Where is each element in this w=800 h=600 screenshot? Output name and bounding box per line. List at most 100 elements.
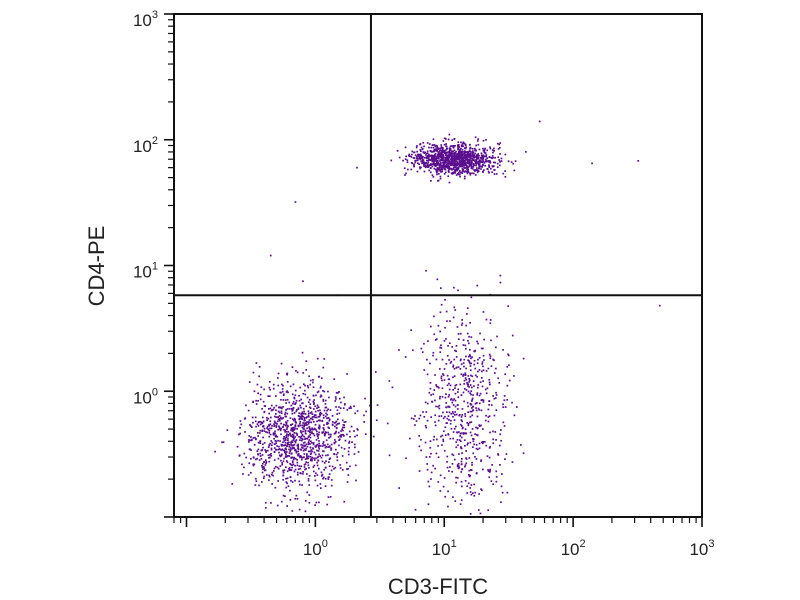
data-point (287, 439, 289, 442)
data-point (478, 163, 480, 166)
data-point (506, 366, 509, 368)
data-point (263, 410, 266, 413)
data-point (302, 372, 305, 374)
data-point (450, 360, 453, 363)
data-point (261, 430, 263, 432)
data-point (488, 164, 490, 166)
data-point (290, 444, 293, 447)
data-point (475, 407, 477, 409)
data-point (284, 439, 287, 441)
data-point (458, 170, 461, 173)
data-point (469, 513, 472, 515)
data-point (267, 454, 270, 457)
data-point (248, 381, 251, 383)
data-point (471, 172, 473, 175)
data-point (419, 149, 422, 151)
data-point (265, 461, 268, 463)
data-point (293, 456, 296, 459)
data-point (305, 360, 308, 362)
data-point (467, 442, 469, 444)
data-point (356, 429, 359, 431)
data-point (255, 458, 257, 461)
data-point (459, 332, 462, 335)
data-point (305, 405, 307, 408)
data-point (463, 365, 465, 368)
data-point (327, 426, 330, 429)
data-point (470, 296, 473, 299)
data-point (328, 461, 330, 463)
data-point (292, 402, 294, 405)
data-point (455, 345, 458, 347)
data-point (456, 439, 459, 441)
data-point (307, 442, 310, 444)
data-point (426, 150, 429, 153)
data-point (463, 162, 465, 165)
data-point (280, 500, 283, 503)
data-point (295, 451, 298, 454)
data-point (290, 435, 292, 437)
data-point (348, 440, 351, 443)
data-point (455, 150, 457, 153)
data-point (457, 172, 460, 174)
data-point (440, 167, 443, 170)
data-point (443, 163, 445, 165)
data-point (464, 372, 467, 375)
data-point (453, 358, 456, 361)
data-point (445, 143, 447, 145)
data-point (285, 409, 287, 411)
data-point (262, 400, 265, 403)
data-point (477, 509, 480, 511)
data-point (307, 479, 310, 482)
data-point (464, 432, 466, 434)
data-point (316, 391, 319, 394)
data-point (477, 434, 479, 437)
data-point (314, 453, 317, 456)
data-point (272, 470, 275, 472)
data-point (250, 471, 252, 474)
data-point (432, 176, 435, 178)
data-point (481, 399, 484, 401)
data-point (318, 444, 320, 447)
data-point (480, 459, 483, 461)
data-point (458, 173, 460, 176)
data-point (286, 470, 289, 473)
data-point (476, 155, 479, 158)
data-point (276, 466, 279, 469)
data-point (450, 397, 453, 400)
data-point (280, 449, 282, 451)
data-point (330, 443, 333, 446)
data-point (310, 458, 312, 460)
data-point (326, 409, 328, 412)
data-point (301, 351, 304, 354)
data-point (488, 471, 491, 473)
data-point (320, 487, 322, 489)
data-point (442, 154, 444, 157)
data-point (255, 477, 257, 480)
data-point (268, 395, 271, 397)
data-point (275, 395, 277, 397)
data-point (451, 346, 453, 348)
data-point (457, 338, 460, 340)
data-point (460, 144, 463, 147)
data-point (486, 455, 489, 457)
data-point (447, 170, 450, 172)
data-point (460, 171, 462, 174)
data-point (454, 399, 457, 402)
data-point (508, 364, 510, 366)
data-point (298, 412, 300, 415)
data-point (269, 427, 271, 430)
data-point (286, 419, 289, 422)
data-point (429, 446, 432, 449)
data-point (449, 149, 451, 152)
data-point (285, 415, 288, 418)
data-point (449, 167, 452, 170)
data-point (460, 463, 463, 466)
data-point (312, 443, 315, 446)
data-point (324, 485, 327, 487)
data-point (478, 369, 481, 371)
data-point (470, 493, 473, 496)
data-point (489, 470, 491, 472)
data-point (273, 459, 276, 461)
data-point (439, 164, 442, 167)
data-point (427, 166, 429, 168)
